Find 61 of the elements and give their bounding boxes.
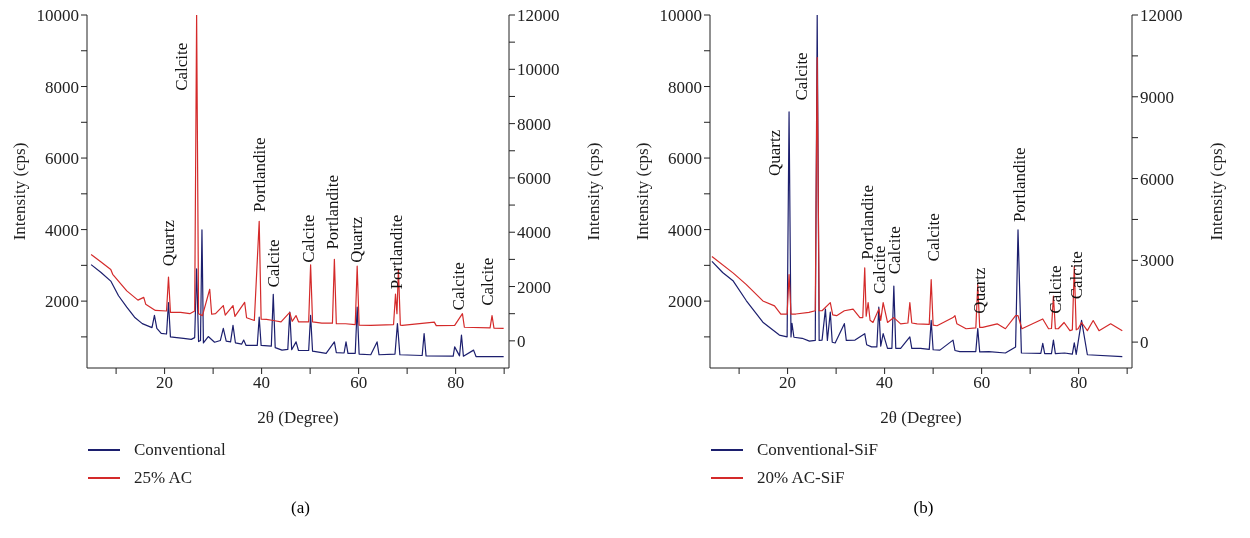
y2-tick-label: 3000 bbox=[1140, 251, 1174, 271]
annotation: Quartz bbox=[764, 129, 784, 176]
legend-label: Conventional bbox=[134, 439, 226, 461]
y-tick-label: 2000 bbox=[45, 292, 79, 312]
y-tick-label: 10000 bbox=[659, 6, 702, 26]
y2-axis-title: Intensity (cps) bbox=[1207, 142, 1227, 241]
y-tick-label: 2000 bbox=[668, 292, 702, 312]
y2-tick-label: 4000 bbox=[517, 223, 551, 243]
annotation: Calcite bbox=[172, 42, 192, 91]
legend-label: Conventional-SiF bbox=[757, 439, 878, 461]
y-axis-title: Intensity (cps) bbox=[10, 142, 30, 241]
x-axis-title: 2θ (Degree) bbox=[880, 408, 962, 427]
y2-tick-label: 10000 bbox=[517, 60, 560, 80]
annotation: Calcite bbox=[1067, 251, 1087, 300]
y2-tick-label: 6000 bbox=[517, 168, 551, 188]
y2-tick-label: 12000 bbox=[1140, 6, 1183, 26]
annotation: Portlandite bbox=[386, 214, 406, 290]
annotation: Quartz bbox=[970, 266, 990, 314]
y-tick-label: 8000 bbox=[45, 77, 79, 97]
y-tick-label: 6000 bbox=[45, 149, 79, 169]
y-tick-label: 4000 bbox=[668, 220, 702, 240]
y2-tick-label: 12000 bbox=[517, 6, 560, 26]
y2-tick-label: 6000 bbox=[1140, 169, 1174, 189]
annotation: Calcite bbox=[449, 262, 469, 311]
annotation: Quartz bbox=[158, 219, 178, 267]
y2-tick-label: 8000 bbox=[517, 114, 551, 134]
y-tick-label: 4000 bbox=[45, 220, 79, 240]
y2-tick-label: 0 bbox=[1140, 333, 1149, 353]
annotation: Calcite bbox=[792, 52, 812, 101]
x-axis-title: 2θ (Degree) bbox=[257, 408, 339, 427]
x-tick-label: 60 bbox=[973, 373, 991, 393]
annotation: Calcite bbox=[478, 257, 498, 306]
y-tick-label: 10000 bbox=[36, 6, 79, 26]
x-tick-label: 40 bbox=[876, 373, 894, 393]
legend-label: 20% AC-SiF bbox=[757, 467, 845, 489]
y-tick-label: 8000 bbox=[668, 77, 702, 97]
annotation: Portlandite bbox=[1009, 147, 1029, 223]
annotation: Calcite bbox=[923, 213, 943, 262]
y-axis-title: Intensity (cps) bbox=[633, 142, 653, 241]
line-series bbox=[90, 15, 505, 329]
y2-axis-title: Intensity (cps) bbox=[584, 142, 604, 241]
y-tick-label: 6000 bbox=[668, 149, 702, 169]
annotation: Calcite bbox=[884, 226, 904, 275]
legend-label: 25% AC bbox=[134, 467, 193, 489]
annotation: Portlandite bbox=[249, 137, 269, 213]
text: (b) bbox=[912, 498, 935, 518]
annotation: Quartz bbox=[347, 216, 367, 263]
y2-tick-label: 0 bbox=[517, 331, 526, 351]
x-tick-label: 60 bbox=[350, 373, 368, 393]
x-tick-label: 20 bbox=[779, 373, 797, 393]
y2-tick-label: 9000 bbox=[1140, 87, 1174, 107]
x-tick-label: 80 bbox=[1070, 373, 1088, 393]
x-tick-label: 80 bbox=[447, 373, 465, 393]
annotation: Portlandite bbox=[323, 175, 343, 250]
annotation: Calcite bbox=[263, 239, 283, 288]
annotation: Calcite bbox=[299, 214, 319, 263]
x-tick-label: 20 bbox=[156, 373, 174, 393]
annotation: Calcite bbox=[1046, 265, 1066, 314]
y2-tick-label: 2000 bbox=[517, 277, 551, 297]
x-tick-label: 40 bbox=[253, 373, 271, 393]
text: (a) bbox=[290, 498, 311, 518]
